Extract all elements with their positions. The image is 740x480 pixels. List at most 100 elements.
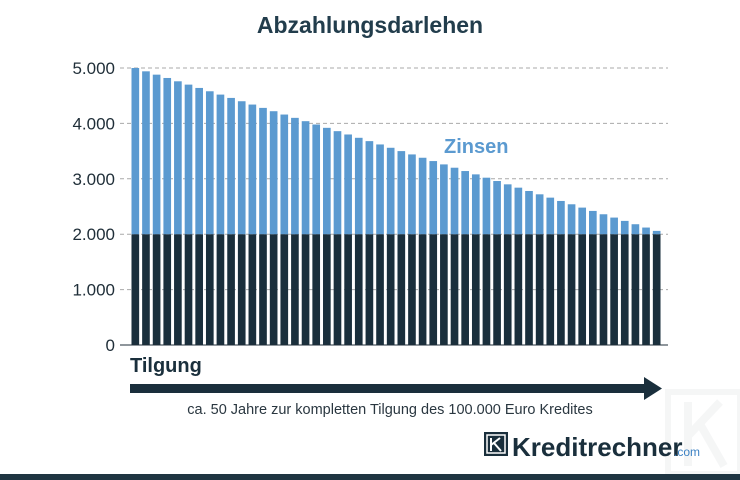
bar-tilgung [131,234,140,345]
bar-zinsen [514,187,523,235]
bar-zinsen [525,190,533,235]
bar-zinsen [610,217,618,235]
kreditrechner-logo-icon [484,432,508,456]
bar-zinsen [578,207,587,235]
bar-tilgung [205,234,214,345]
bar-zinsen [131,68,140,235]
bar-zinsen [365,141,374,235]
bar-tilgung [344,234,352,345]
bar-zinsen [248,104,257,235]
bar-zinsen [174,81,182,235]
bar-tilgung [642,234,650,345]
y-axis-tick-labels: 0 1.000 2.000 3.000 4.000 5.000 [72,59,115,355]
bar-tilgung [482,234,491,345]
bar-zinsen [269,111,278,235]
bar-zinsen [599,214,608,235]
bar-tilgung [333,234,342,345]
bar-zinsen [450,167,459,235]
bar-tilgung [376,234,384,345]
bar-zinsen [216,94,225,235]
y-tick-label: 5.000 [72,59,115,78]
bar-zinsen [631,224,640,235]
bar-tilgung [567,234,576,345]
bar-tilgung [503,234,512,345]
bar-zinsen [354,137,363,235]
chart-title: Abzahlungsdarlehen [257,12,483,38]
bar-tilgung [312,234,321,345]
bar-zinsen [184,84,193,235]
bar-zinsen [376,144,384,235]
bar-tilgung [365,234,374,345]
bar-tilgung [620,234,629,345]
y-tick-label: 4.000 [72,114,115,133]
bar-zinsen [461,171,469,235]
bar-zinsen [429,161,438,235]
bar-tilgung [248,234,257,345]
bar-tilgung [525,234,533,345]
bar-tilgung [471,234,480,345]
bar-tilgung [174,234,182,345]
bar-zinsen [227,97,235,235]
bar-zinsen [546,197,555,235]
bar-zinsen [440,164,448,235]
bar-zinsen [567,204,576,235]
bar-zinsen [152,74,161,235]
bar-zinsen [418,157,427,235]
bar-tilgung [259,234,267,345]
bar-tilgung [461,234,469,345]
bar-tilgung [514,234,523,345]
bar-tilgung [397,234,406,345]
bar-zinsen [301,121,310,235]
y-tick-label: 2.000 [72,225,115,244]
bar-tilgung [610,234,618,345]
bar-zinsen [493,181,501,235]
bar-tilgung [195,234,203,345]
brand-tld: .com [674,445,700,459]
tilgung-series-label: Tilgung [130,355,202,377]
zinsen-series-label: Zinsen [444,136,508,158]
y-tick-label: 3.000 [72,170,115,189]
bar-tilgung [652,234,661,345]
bar-zinsen [142,71,150,235]
y-tick-label: 0 [106,336,115,355]
bar-tilgung [450,234,459,345]
y-tick-label: 1.000 [72,281,115,300]
bar-tilgung [152,234,161,345]
bar-zinsen [397,151,406,235]
bar-tilgung [599,234,608,345]
bar-tilgung [557,234,565,345]
bar-zinsen [195,87,203,235]
bar-zinsen [503,184,512,235]
bar-zinsen [589,210,597,235]
bar-zinsen [312,124,321,235]
bar-zinsen [408,154,416,235]
bar-zinsen [344,134,352,235]
bar-zinsen [642,227,650,235]
bar-zinsen [333,131,342,235]
bar-tilgung [269,234,278,345]
bar-tilgung [493,234,501,345]
bar-tilgung [578,234,587,345]
bar-zinsen [535,194,544,235]
bar-tilgung [546,234,555,345]
bar-zinsen [482,177,491,235]
bar-tilgung [535,234,544,345]
bar-zinsen [323,127,331,235]
bar-tilgung [589,234,597,345]
timeline-arrow [130,377,662,400]
bar-zinsen [163,77,172,235]
bar-tilgung [418,234,427,345]
bar-tilgung [631,234,640,345]
bar-zinsen [237,101,246,235]
footer-bar [0,474,740,480]
bar-tilgung [301,234,310,345]
kreditrechner-watermark-icon [665,389,740,477]
bar-tilgung [216,234,225,345]
bar-zinsen [205,91,214,235]
bar-zinsen [652,230,661,235]
bar-tilgung [163,234,172,345]
bar-tilgung [291,234,299,345]
bar-tilgung [227,234,235,345]
bars [131,68,661,345]
